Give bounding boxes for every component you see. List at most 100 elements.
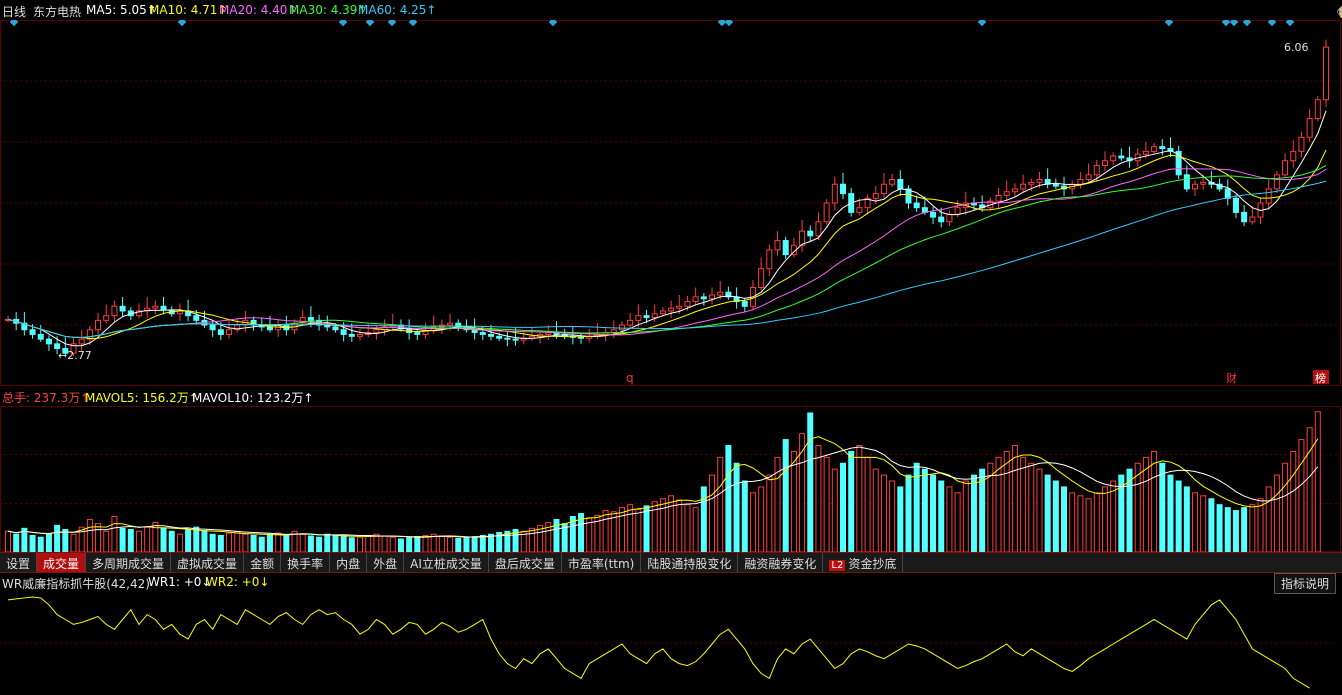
candle-body: [479, 332, 486, 335]
tab-0[interactable]: 设置: [0, 553, 38, 572]
candle-body: [627, 319, 634, 326]
indicator-help-button[interactable]: 指标说明: [1273, 573, 1336, 594]
volume-bar: [1257, 498, 1264, 552]
price-low-label: ←2.77: [58, 349, 92, 362]
candle-body: [823, 202, 830, 223]
event-diamond-icon: [1229, 20, 1239, 27]
candle-body: [578, 336, 585, 339]
tab-1[interactable]: 成交量: [37, 553, 87, 572]
volume-bar: [880, 474, 887, 552]
volume-bar: [962, 480, 969, 552]
price-chart[interactable]: 6.06 ←2.77 q 财 榜: [0, 20, 1342, 386]
candle-body: [717, 291, 724, 296]
ma30-line: [7, 164, 1327, 338]
candle-body: [897, 179, 904, 190]
tab-3[interactable]: 虚拟成交量: [171, 553, 245, 572]
volume-bar: [1101, 486, 1108, 552]
tab-8[interactable]: AI立桩成交量: [404, 553, 489, 572]
eye-icon[interactable]: 👁: [1336, 5, 1342, 20]
candle-body: [217, 329, 224, 335]
period-label[interactable]: 日线: [2, 5, 27, 19]
diamond-icon[interactable]: ◆: [1336, 5, 1342, 20]
volume-bar: [741, 480, 748, 552]
candle-body: [692, 296, 699, 303]
mavol10-label: MAVOL10: 123.2万↑: [192, 391, 314, 405]
event-diamond-icon: [1242, 20, 1252, 27]
volume-bar: [594, 514, 601, 552]
bang-marker-bg: [1313, 370, 1329, 384]
candle-body: [954, 207, 961, 215]
tab-2[interactable]: 多周期成交量: [86, 553, 172, 572]
volume-bar: [1110, 480, 1117, 552]
tab-12[interactable]: 融资融券变化: [738, 553, 824, 572]
volume-bar: [479, 534, 486, 552]
volume-bar: [357, 536, 364, 552]
candle-body: [856, 207, 863, 213]
tab-6[interactable]: 内盘: [330, 553, 368, 572]
tab-4[interactable]: 金额: [244, 553, 282, 572]
scissors-icon[interactable]: ✂: [1336, 5, 1342, 20]
candle-body: [610, 329, 617, 334]
candle-body: [1241, 211, 1248, 223]
candle-body: [766, 249, 773, 270]
tab-label: 内盘: [336, 557, 361, 571]
total-volume-label: 总手: 237.3万↑: [2, 391, 91, 405]
volume-bar: [201, 530, 208, 552]
tab-label: 金额: [250, 557, 275, 571]
ma5-line: [7, 110, 1327, 347]
diamond-icon[interactable]: ◆: [1336, 5, 1342, 20]
wr-chart[interactable]: [0, 591, 1342, 695]
zoom-in-icon[interactable]: ⊕: [1336, 5, 1342, 20]
candle-body: [684, 301, 691, 307]
volume-bar: [1282, 462, 1289, 552]
volume-bar: [389, 536, 396, 552]
ma10-line: [7, 149, 1327, 339]
candle-body: [95, 319, 102, 331]
tab-10[interactable]: 市盈率(ttm): [562, 553, 642, 572]
volume-bar: [979, 468, 986, 552]
tab-label: 市盈率(ttm): [567, 557, 635, 571]
tab-7[interactable]: 外盘: [367, 553, 405, 572]
volume-bar: [373, 533, 380, 552]
candle-body: [135, 310, 142, 317]
tab-5[interactable]: 换手率: [281, 553, 331, 572]
volume-bar: [340, 536, 347, 552]
volume-chart[interactable]: [0, 406, 1342, 552]
volume-bar: [471, 536, 478, 552]
candle-body: [840, 183, 847, 195]
volume-bar: [21, 527, 28, 552]
volume-bar: [831, 468, 838, 552]
volume-bar: [840, 462, 847, 552]
volume-bar: [954, 492, 961, 552]
volume-bar: [209, 533, 216, 552]
volume-bar: [1314, 411, 1321, 552]
volume-bar: [1167, 474, 1174, 552]
volume-bar: [1020, 456, 1027, 552]
volume-bar: [1052, 480, 1059, 552]
volume-bar: [864, 456, 871, 552]
undo-icon[interactable]: ↶: [1336, 5, 1342, 20]
candle-body: [880, 183, 887, 195]
zoom-out-icon[interactable]: ⊖: [1336, 5, 1342, 20]
tab-11[interactable]: 陆股通持股变化: [641, 553, 739, 572]
hand-icon[interactable]: ✋: [1336, 5, 1342, 20]
volume-bar: [234, 530, 241, 552]
candle-body: [54, 343, 61, 350]
volume-bar: [782, 439, 789, 552]
candle-body: [340, 329, 347, 335]
candle-body: [144, 307, 151, 312]
tab-label: 虚拟成交量: [177, 557, 238, 571]
tab-13[interactable]: L2 资金抄底: [823, 553, 904, 572]
volume-bar: [324, 533, 331, 552]
candle-body: [889, 179, 896, 185]
volume-bar: [78, 526, 85, 552]
chart-header: 日线 东方电热 MA5: 5.05↑ MA10: 4.71↑ MA20: 4.4…: [0, 0, 1342, 20]
volume-bar: [512, 529, 519, 552]
tab-9[interactable]: 盘后成交量: [489, 553, 562, 572]
volume-bar: [455, 537, 462, 552]
volume-bar: [1232, 510, 1239, 552]
candle-body: [1118, 155, 1125, 159]
candle-body: [1101, 160, 1108, 166]
volume-bar: [37, 536, 44, 552]
volume-bar: [144, 526, 151, 552]
